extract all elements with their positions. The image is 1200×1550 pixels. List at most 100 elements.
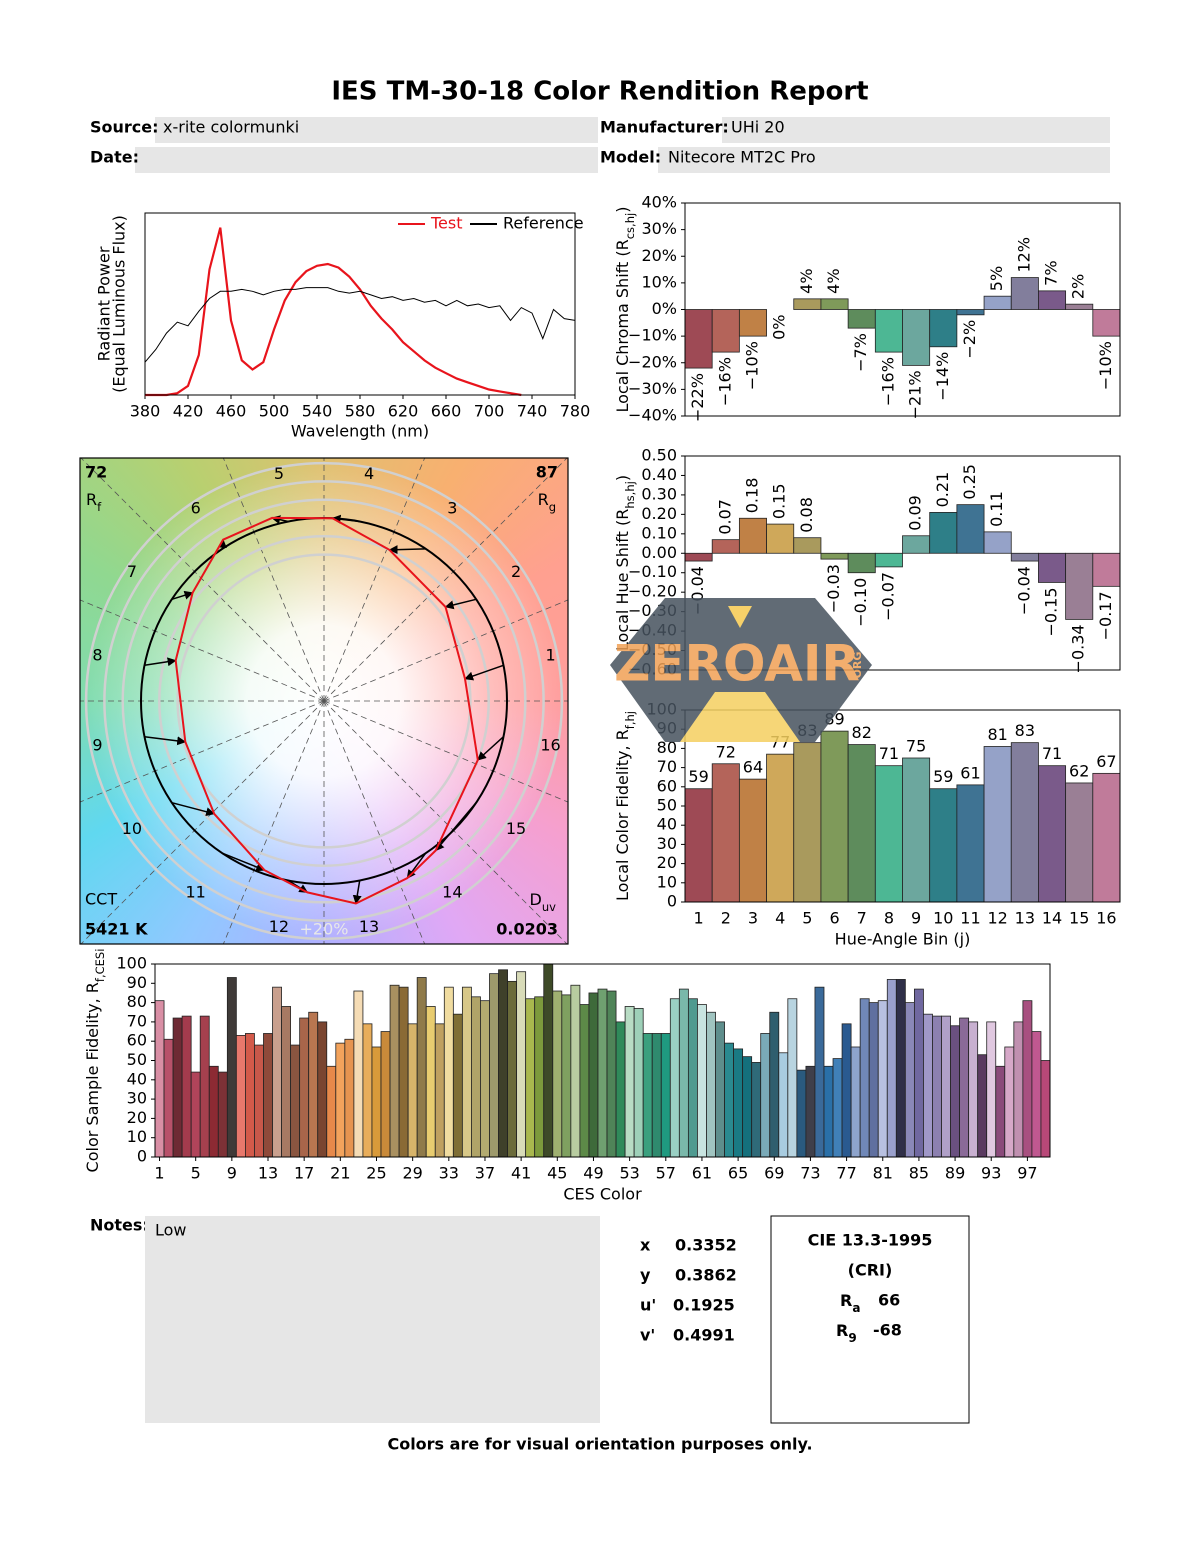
bin-label: 13: [359, 917, 379, 936]
bar: [498, 969, 508, 1158]
data-label: −16%: [878, 357, 897, 406]
report-title: IES TM-30-18 Color Rendition Report: [331, 77, 868, 107]
bin-label: 1: [545, 645, 555, 664]
duv-value: 0.0203: [496, 920, 558, 939]
y-axis-label-part: Local Hue Shift (R: [613, 509, 632, 651]
x-tick-label: 700: [474, 402, 505, 421]
data-label: 72: [716, 742, 736, 761]
bar: [742, 1056, 753, 1158]
bar: [452, 1013, 463, 1158]
data-label: −21%: [906, 370, 925, 419]
x-tick-label: 12: [987, 909, 1007, 928]
data-label: 61: [960, 763, 980, 782]
y-axis-label-part: f,CESi: [93, 949, 107, 983]
x-tick-label: 77: [836, 1164, 856, 1183]
legend-label: Reference: [503, 214, 584, 233]
y-tick-label: 10: [657, 872, 677, 891]
x-tick-label: 97: [1017, 1164, 1037, 1183]
y-axis-label-part: ): [613, 207, 632, 213]
bar: [941, 1015, 951, 1158]
bin-label: 16: [540, 736, 560, 755]
y-tick-label: 40: [657, 815, 677, 834]
y-tick-label: −0.50: [628, 640, 677, 659]
hue-vector: [222, 852, 266, 872]
rf-label-part: f: [97, 500, 102, 514]
rf-label: Rf: [86, 490, 102, 514]
data-label: −2%: [960, 320, 979, 359]
data-label: 7%: [1042, 260, 1061, 285]
data-label: 4%: [797, 268, 816, 293]
bar: [902, 535, 931, 554]
y-axis-label: Local Color Fidelity, Rf,hj: [613, 711, 637, 901]
bar: [923, 1013, 933, 1158]
bar: [480, 1000, 490, 1158]
bar: [760, 1033, 771, 1158]
data-label: 0.15: [770, 483, 789, 519]
hue-vector: [144, 657, 177, 667]
x-tick-label: 620: [388, 402, 419, 421]
vector-frame: [79, 457, 569, 945]
bar: [290, 1044, 301, 1158]
bin-boundary: [323, 458, 426, 702]
bar: [956, 504, 985, 554]
y-tick-label: 0%: [652, 299, 677, 318]
notes-text: Low: [155, 1221, 187, 1240]
y-tick-label: −0.10: [628, 562, 677, 581]
y-tick-label: 100: [646, 700, 677, 719]
x-tick-label: 380: [130, 402, 161, 421]
x-tick-label: 81: [873, 1164, 893, 1183]
data-label: −0.03: [824, 564, 843, 613]
data-label: −0.34: [1069, 624, 1088, 673]
y-tick-label: 60: [657, 776, 677, 795]
y-tick-label: 20%: [641, 246, 677, 265]
bar: [832, 1058, 843, 1158]
field-label: Source:: [90, 118, 159, 137]
x-tick-label: 660: [431, 402, 462, 421]
field-label: Model:: [600, 148, 661, 167]
y-tick-label: −0.40: [628, 621, 677, 640]
rg-label-part: g: [549, 500, 556, 514]
bin-boundary: [323, 700, 426, 944]
bar: [1010, 552, 1039, 562]
data-label: 83: [1015, 721, 1035, 740]
chroma-label: v': [640, 1326, 655, 1345]
x-tick-label: 15: [1069, 909, 1089, 928]
rg-label-part: R: [538, 490, 549, 509]
bar: [820, 298, 849, 310]
y-axis-label-part: f,hj: [623, 711, 637, 729]
bin-boundary: [323, 700, 568, 944]
bar: [1040, 1060, 1051, 1158]
y-tick-label: 100: [116, 954, 147, 973]
bar: [471, 996, 481, 1158]
bar: [660, 1033, 671, 1158]
cri-sub: a: [852, 1301, 860, 1315]
bar: [235, 1035, 246, 1158]
y-axis-label: Local Chroma Shift (Rcs,hj): [613, 207, 637, 413]
data-label: 0.21: [933, 472, 952, 508]
bar: [913, 988, 924, 1158]
bar: [814, 986, 825, 1158]
x-tick-label: 33: [439, 1164, 459, 1183]
x-tick-label: 29: [402, 1164, 422, 1183]
bar: [326, 1065, 337, 1158]
y-tick-label: −10%: [628, 326, 677, 345]
cct-label: CCT: [85, 890, 117, 909]
x-tick-label: 1: [154, 1164, 164, 1183]
x-tick-label: 2: [721, 909, 731, 928]
bar: [868, 1002, 879, 1158]
bar: [1065, 552, 1094, 620]
bar: [416, 977, 427, 1158]
bar: [588, 992, 599, 1158]
x-tick-label: 37: [475, 1164, 495, 1183]
data-label: 77: [770, 733, 790, 752]
field-label: Date:: [90, 148, 139, 167]
hue-vector: [464, 664, 504, 681]
plot-frame: [154, 963, 1051, 1158]
cri-symbol: R: [840, 1291, 852, 1310]
y-tick-label: −0.60: [628, 660, 677, 679]
bar: [684, 552, 713, 562]
ring-label: +20%: [300, 919, 349, 938]
bar: [1038, 290, 1067, 310]
data-label: 62: [1069, 761, 1089, 780]
bar: [181, 1015, 192, 1158]
